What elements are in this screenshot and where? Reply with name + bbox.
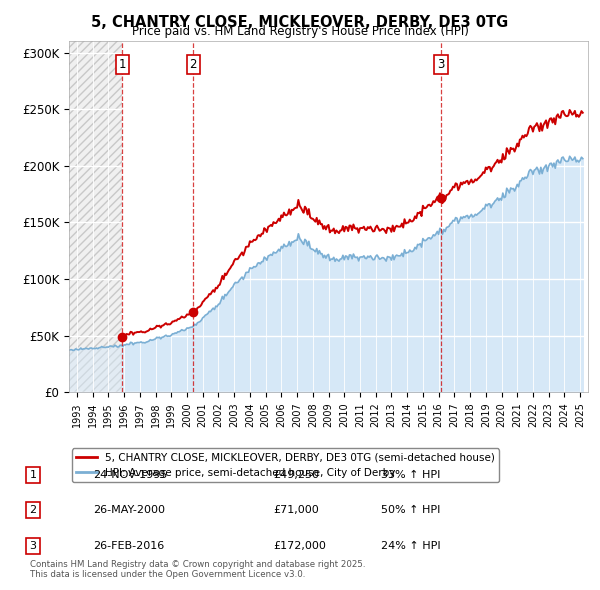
Text: Price paid vs. HM Land Registry's House Price Index (HPI): Price paid vs. HM Land Registry's House … bbox=[131, 25, 469, 38]
Bar bbox=[69, 41, 122, 392]
Text: £172,000: £172,000 bbox=[273, 541, 326, 550]
Text: Contains HM Land Registry data © Crown copyright and database right 2025.
This d: Contains HM Land Registry data © Crown c… bbox=[30, 560, 365, 579]
Text: 33% ↑ HPI: 33% ↑ HPI bbox=[381, 470, 440, 480]
Text: 24-NOV-1995: 24-NOV-1995 bbox=[93, 470, 167, 480]
Text: 5, CHANTRY CLOSE, MICKLEOVER, DERBY, DE3 0TG: 5, CHANTRY CLOSE, MICKLEOVER, DERBY, DE3… bbox=[91, 15, 509, 30]
Text: 50% ↑ HPI: 50% ↑ HPI bbox=[381, 506, 440, 515]
Text: 3: 3 bbox=[29, 541, 37, 550]
Text: 1: 1 bbox=[29, 470, 37, 480]
Text: 3: 3 bbox=[437, 58, 445, 71]
Text: £49,250: £49,250 bbox=[273, 470, 319, 480]
Text: 26-FEB-2016: 26-FEB-2016 bbox=[93, 541, 164, 550]
Text: 24% ↑ HPI: 24% ↑ HPI bbox=[381, 541, 440, 550]
Text: 26-MAY-2000: 26-MAY-2000 bbox=[93, 506, 165, 515]
Text: £71,000: £71,000 bbox=[273, 506, 319, 515]
Text: 2: 2 bbox=[190, 58, 197, 71]
Text: 2: 2 bbox=[29, 506, 37, 515]
Legend: 5, CHANTRY CLOSE, MICKLEOVER, DERBY, DE3 0TG (semi-detached house), HPI: Average: 5, CHANTRY CLOSE, MICKLEOVER, DERBY, DE3… bbox=[71, 448, 499, 482]
Text: 1: 1 bbox=[119, 58, 126, 71]
